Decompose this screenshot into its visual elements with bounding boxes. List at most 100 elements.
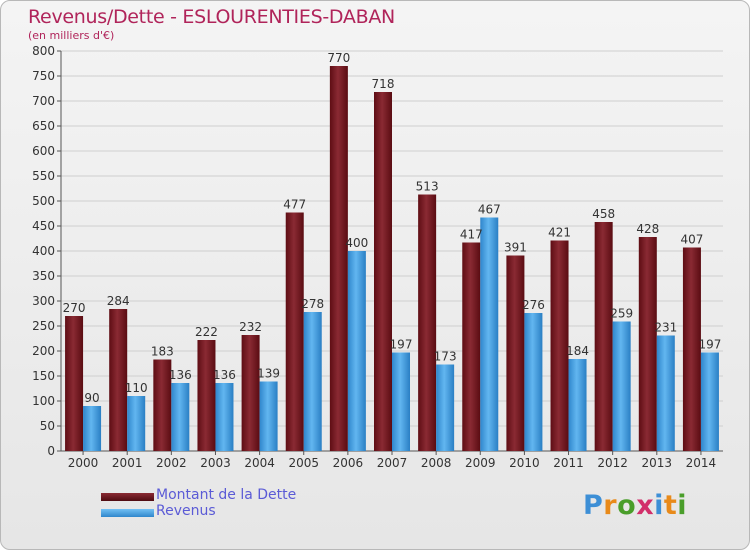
chart-subtitle: (en milliers d'€)	[28, 29, 115, 42]
bar-dette	[462, 242, 481, 451]
logo-letter: t	[663, 490, 678, 521]
bar-revenus	[480, 217, 499, 451]
bar-dette	[418, 194, 437, 451]
bar-dette	[374, 92, 392, 451]
x-tick-label: 2010	[509, 456, 540, 470]
bar-revenus	[259, 381, 278, 451]
y-tick-label: 650	[32, 119, 55, 133]
logo-letter: i	[654, 490, 664, 521]
bar-dette	[285, 212, 304, 451]
x-tick-label: 2007	[377, 456, 408, 470]
data-label-revenus: 197	[390, 338, 413, 352]
data-label-dette: 222	[195, 325, 218, 339]
data-label-revenus: 173	[434, 350, 457, 364]
bar-revenus	[171, 383, 190, 451]
y-tick-label: 750	[32, 69, 55, 83]
data-label-revenus: 259	[610, 307, 633, 321]
bar-revenus	[347, 251, 366, 451]
legend-swatch-dette	[101, 493, 154, 501]
data-label-revenus: 110	[125, 381, 148, 395]
bar-revenus	[568, 359, 587, 451]
bar-revenus	[656, 335, 675, 451]
data-label-dette: 407	[680, 233, 703, 247]
y-tick-label: 300	[32, 294, 55, 308]
data-label-revenus: 139	[257, 367, 280, 381]
data-label-revenus: 90	[84, 391, 99, 405]
data-label-dette: 770	[327, 51, 350, 65]
data-label-dette: 391	[504, 241, 527, 255]
logo-letter: i	[677, 490, 688, 521]
data-label-dette: 232	[239, 320, 262, 334]
y-tick-label: 200	[32, 344, 55, 358]
y-tick-label: 800	[32, 44, 55, 58]
proxiti-logo: Proxiti	[583, 490, 687, 521]
x-tick-label: 2012	[597, 456, 628, 470]
bar-dette	[550, 240, 569, 451]
y-tick-label: 50	[40, 419, 55, 433]
logo-letter: x	[636, 490, 655, 521]
bars	[65, 66, 719, 451]
y-tick-label: 100	[32, 394, 55, 408]
bar-revenus	[127, 396, 146, 451]
logo-letter: o	[617, 490, 637, 521]
logo-letter: P	[583, 490, 604, 521]
data-label-dette: 428	[636, 222, 659, 236]
y-tick-label: 500	[32, 194, 55, 208]
x-tick-label: 2008	[421, 456, 452, 470]
data-label-dette: 477	[283, 198, 306, 212]
bar-dette	[197, 340, 216, 451]
y-tick-label: 550	[32, 169, 55, 183]
data-label-dette: 513	[416, 180, 439, 194]
bar-dette	[506, 255, 525, 451]
y-tick-label: 0	[47, 444, 55, 458]
y-tick-label: 400	[32, 244, 55, 258]
x-tick-label: 2000	[68, 456, 99, 470]
bar-dette	[638, 237, 657, 451]
data-label-dette: 417	[460, 228, 483, 242]
bar-dette	[65, 316, 84, 451]
bar-revenus	[215, 383, 234, 451]
bar-dette	[682, 247, 701, 451]
data-label-dette: 718	[372, 77, 395, 91]
bar-dette	[109, 309, 128, 451]
data-label-revenus: 278	[301, 297, 324, 311]
y-tick-label: 600	[32, 144, 55, 158]
legend-label-revenus: Revenus	[156, 503, 216, 519]
axes: 0 50 100 150 200 250 300 350 400 450 500 550 600 650 7…	[32, 44, 723, 470]
y-tick-label: 350	[32, 269, 55, 283]
x-tick-label: 2001	[112, 456, 143, 470]
bar-revenus	[303, 312, 322, 451]
bar-revenus	[700, 352, 719, 451]
x-tick-label: 2005	[288, 456, 319, 470]
data-label-dette: 421	[548, 226, 571, 240]
bar-dette	[153, 359, 172, 451]
bar-dette	[329, 66, 348, 451]
x-tick-label: 2002	[156, 456, 187, 470]
data-labels: 270 90 284 110 183 136 222 136 232 139 477 278 770 40…	[63, 51, 722, 405]
x-tick-label: 2003	[200, 456, 231, 470]
bar-revenus	[612, 321, 631, 451]
bar-revenus	[83, 406, 102, 451]
y-tick-label: 450	[32, 219, 55, 233]
x-tick-label: 2006	[333, 456, 364, 470]
data-label-dette: 284	[107, 294, 130, 308]
x-tick-label: 2013	[642, 456, 673, 470]
legend-swatch-revenus	[101, 509, 154, 517]
x-tick-label: 2011	[553, 456, 584, 470]
x-tick-label: 2014	[686, 456, 717, 470]
x-tick-label: 2004	[244, 456, 275, 470]
bar-revenus	[524, 313, 543, 451]
data-label-revenus: 136	[213, 368, 236, 382]
data-label-revenus: 136	[169, 368, 192, 382]
bar-revenus	[436, 364, 455, 451]
chart-title: Revenus/Dette - ESLOURENTIES-DABAN	[28, 6, 395, 28]
y-tick-label: 250	[32, 319, 55, 333]
y-tick-label: 150	[32, 369, 55, 383]
data-label-revenus: 467	[478, 203, 501, 217]
data-label-revenus: 231	[654, 321, 677, 335]
data-label-revenus: 197	[698, 338, 721, 352]
data-label-dette: 183	[151, 345, 174, 359]
bar-revenus	[392, 352, 410, 451]
